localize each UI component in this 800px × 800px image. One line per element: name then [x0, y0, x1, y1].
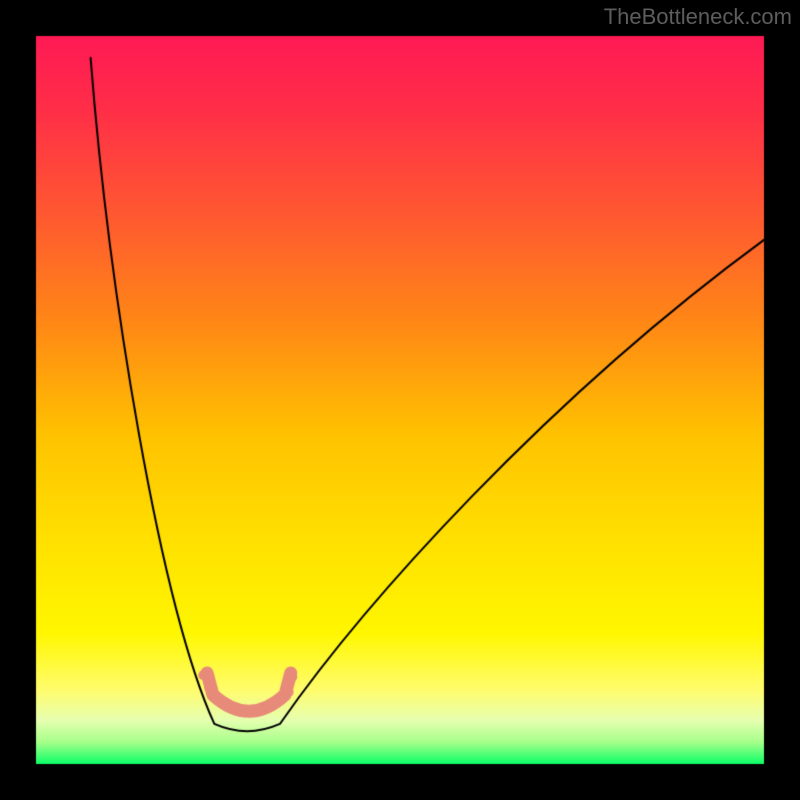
- watermark-label: TheBottleneck.com: [604, 4, 792, 30]
- bottleneck-chart: [0, 0, 800, 800]
